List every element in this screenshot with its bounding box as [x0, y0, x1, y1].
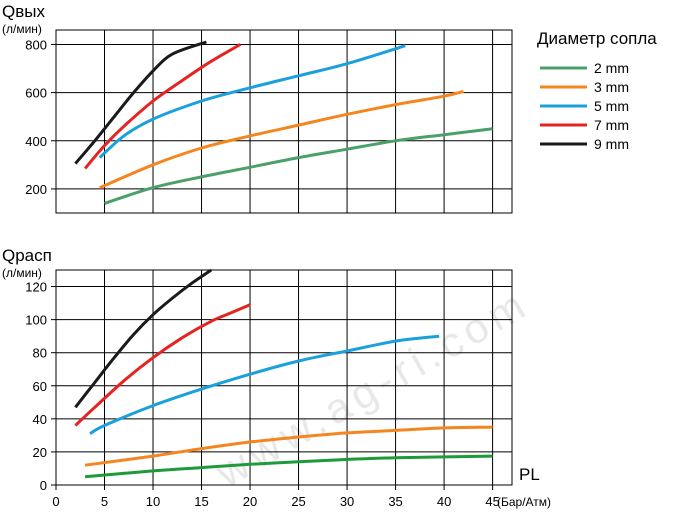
lower-x-tick-label: 10	[146, 494, 160, 509]
legend-item-label: 2 mm	[594, 60, 629, 76]
upper-chart-grid	[56, 30, 512, 213]
lower-y-tick-label: 0	[40, 478, 47, 493]
legend-items: 2 mm 3 mm 5 mm 7 mm 9 mm	[540, 60, 629, 152]
legend-item-label: 7 mm	[594, 117, 629, 133]
lower-chart-y-axis: 0 20 40 60 80 100 120	[25, 280, 56, 493]
legend: Диаметр сопла 2 mm 3 mm 5 mm 7 mm 9 mm	[537, 29, 657, 152]
lower-chart-x-axis: 0 5 10 15 20 25 30 35 40 45	[52, 485, 500, 509]
lower-x-tick-label: 30	[340, 494, 354, 509]
lower-series-9-mm	[74, 268, 213, 409]
lower-x-tick-label: 15	[194, 494, 208, 509]
x-axis-unit: (Бар/Атм)	[497, 495, 551, 509]
upper-y-tick-label: 800	[25, 37, 47, 52]
lower-y-tick-label: 120	[25, 280, 47, 295]
lower-x-tick-label: 45	[485, 494, 499, 509]
upper-series-7-mm	[83, 43, 242, 170]
legend-item-label: 9 mm	[594, 136, 629, 152]
lower-x-tick-label: 35	[388, 494, 402, 509]
lower-y-label: Qрасп	[2, 246, 52, 265]
upper-series-5-mm	[98, 44, 406, 159]
lower-y-tick-label: 80	[33, 346, 47, 361]
lower-series-7-mm	[74, 303, 251, 427]
upper-chart-y-axis: 200 400 600 800	[25, 37, 56, 197]
upper-y-tick-label: 200	[25, 182, 47, 197]
lower-y-tick-label: 40	[33, 412, 47, 427]
lower-x-tick-label: 40	[437, 494, 451, 509]
upper-chart-frame	[55, 29, 513, 214]
lower-series-3-mm	[84, 425, 493, 467]
legend-item-label: 5 mm	[594, 98, 629, 114]
upper-series-3-mm	[99, 89, 464, 190]
lower-y-unit: (л/мин)	[2, 266, 42, 280]
upper-chart: 200 400 600 800 Qвых (л/мин)	[2, 2, 513, 214]
lower-series-2-mm	[84, 454, 493, 479]
upper-chart-series	[74, 40, 493, 205]
lower-y-tick-label: 60	[33, 379, 47, 394]
lower-y-tick-label: 100	[25, 313, 47, 328]
lower-x-tick-label: 0	[52, 494, 59, 509]
lower-chart-series	[74, 268, 493, 479]
legend-title: Диаметр сопла	[537, 29, 657, 48]
upper-y-unit: (л/мин)	[2, 22, 42, 36]
lower-x-tick-label: 20	[243, 494, 257, 509]
lower-chart: 0 20 40 60 80 100 120 0 5 10 15 20 25 30 35 40 45 Qрасп…	[2, 246, 551, 509]
upper-y-label: Qвых	[2, 2, 45, 21]
upper-y-tick-label: 600	[25, 86, 47, 101]
x-axis-label: PL	[519, 465, 540, 484]
lower-y-tick-label: 20	[33, 445, 47, 460]
lower-x-tick-label: 25	[291, 494, 305, 509]
upper-y-tick-label: 400	[25, 134, 47, 149]
lower-x-tick-label: 5	[101, 494, 108, 509]
lower-chart-grid	[56, 270, 512, 485]
lower-series-5-mm	[89, 334, 440, 436]
lower-chart-frame	[55, 269, 513, 486]
upper-series-9-mm	[74, 40, 207, 165]
legend-item-label: 3 mm	[594, 79, 629, 95]
upper-series-2-mm	[104, 127, 493, 205]
